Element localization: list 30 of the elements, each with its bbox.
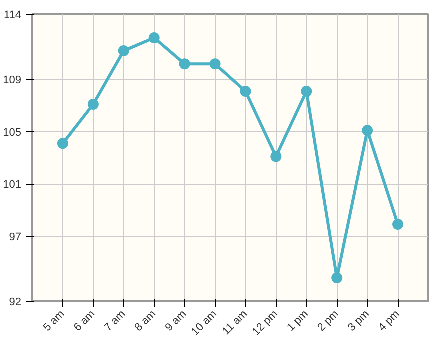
x-tick-label: 8 am xyxy=(132,308,159,334)
x-tick-label: 11 am xyxy=(220,308,250,338)
y-tick-label: 92 xyxy=(9,296,22,308)
x-tick-label: 3 pm xyxy=(346,308,372,334)
point xyxy=(270,151,282,162)
x-tick-label: 6 am xyxy=(72,308,98,334)
y-tick-label: 105 xyxy=(3,126,22,139)
x-tick-label: 4 pm xyxy=(376,308,402,334)
point xyxy=(392,219,404,230)
x-tick-label: 10 am xyxy=(189,308,220,338)
point xyxy=(332,272,343,284)
y-tick-label: 109 xyxy=(3,74,22,87)
y-tick-label: 101 xyxy=(3,179,22,192)
x-tick-label: 2 pm xyxy=(316,308,342,334)
point xyxy=(301,86,312,97)
x-tick-label: 1 pm xyxy=(285,308,311,334)
point xyxy=(57,138,68,150)
x-tick-label: 5 am xyxy=(41,308,68,334)
x-tick-label: 12 pm xyxy=(250,308,280,338)
point xyxy=(240,86,252,97)
y-tick-label: 97 xyxy=(9,231,22,244)
x-tick-label: 7 am xyxy=(102,308,128,334)
point xyxy=(118,46,130,57)
x-tick-label: 9 am xyxy=(163,308,190,334)
point xyxy=(210,58,221,70)
point xyxy=(179,58,190,70)
point xyxy=(362,125,374,136)
point xyxy=(88,99,99,110)
y-tick-label: 114 xyxy=(4,10,22,22)
point xyxy=(148,32,160,44)
